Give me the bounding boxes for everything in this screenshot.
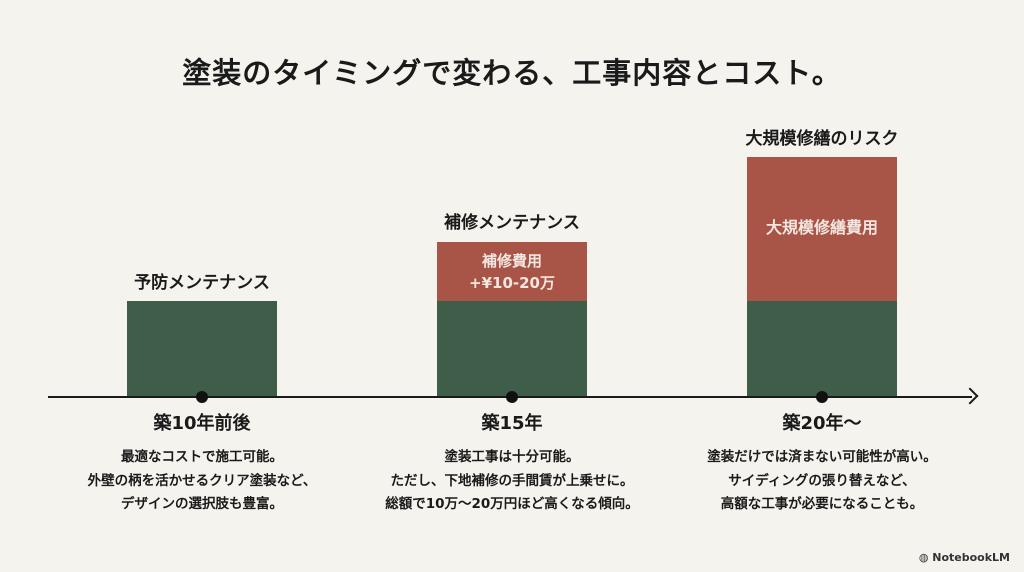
base-cost-bar-preventive — [127, 301, 277, 397]
description-line: 最適なコストで施工可能。 — [121, 449, 283, 465]
stage-description: 最適なコストで施工可能。 外壁の柄を活かせるクリア塗装など、 デザインの選択肢も… — [42, 446, 362, 517]
description-line: 高額な工事が必要になることも。 — [720, 496, 924, 512]
description-line: ただし、下地補修の手間賃が上乗せに。 — [390, 472, 634, 489]
notebooklm-logo: ◍ NotebookLM — [919, 551, 1010, 564]
extra-cost-label: 大規模修繕費用 — [765, 218, 878, 237]
notebooklm-icon: ◍ — [918, 551, 933, 564]
arrow-right-icon — [961, 387, 979, 405]
page-title: 塗装のタイミングで変わる、工事内容とコスト。 — [182, 56, 842, 90]
logo-text: NotebookLM — [932, 551, 1010, 564]
description-line: 塗装工事は十分可能。 — [444, 449, 580, 465]
timing-label: 築10年前後 — [153, 413, 251, 434]
timing-label: 築15年 — [481, 413, 543, 434]
base-cost-bar-major — [747, 301, 897, 397]
timing-label: 築20年〜 — [782, 413, 862, 434]
description-line: 塗装だけでは済まない可能性が高い。 — [707, 449, 937, 465]
timeline-marker — [816, 391, 828, 403]
stage-heading-repair: 補修メンテナンス — [444, 213, 580, 233]
timeline-marker — [196, 391, 208, 403]
description-line: サイディングの張り替えなど、 — [728, 472, 916, 489]
description-line: 外壁の柄を活かせるクリア塗装など、 — [87, 472, 317, 489]
description-line: 総額で10万〜20万円ほど高くなる傾向。 — [385, 496, 639, 512]
stage-heading-major: 大規模修繕のリスク — [745, 129, 899, 149]
stage-description: 塗装工事は十分可能。 ただし、下地補修の手間賃が上乗せに。 総額で10万〜20万… — [352, 446, 672, 517]
base-cost-bar-repair — [437, 301, 587, 397]
extra-cost-bar-major: 大規模修繕費用 — [747, 157, 897, 301]
extra-cost-bar-repair: 補修費用 +¥10-20万 — [437, 242, 587, 301]
extra-cost-amount: +¥10-20万 — [469, 273, 555, 292]
extra-cost-label: 補修費用 — [481, 251, 542, 270]
stage-heading-preventive: 予防メンテナンス — [134, 273, 270, 293]
stage-description: 塗装だけでは済まない可能性が高い。 サイディングの張り替えなど、 高額な工事が必… — [662, 446, 982, 517]
timeline-marker — [506, 391, 518, 403]
description-line: デザインの選択肢も豊富。 — [121, 496, 283, 512]
